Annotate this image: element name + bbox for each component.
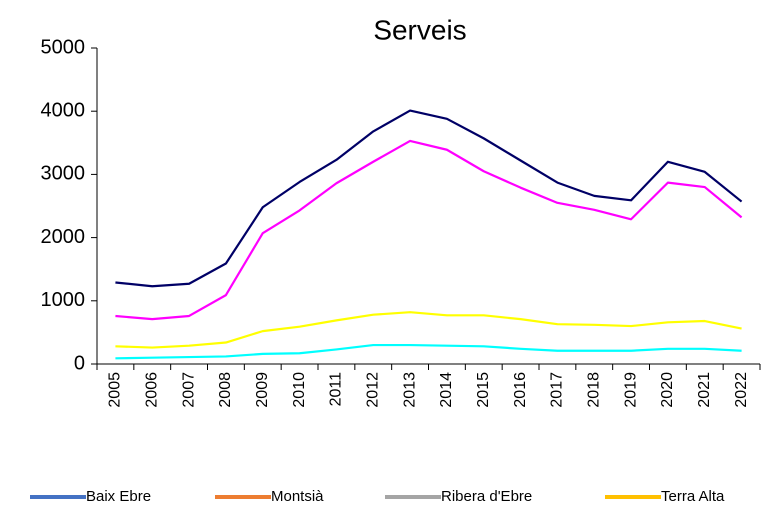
y-tick-label: 1000 [41,289,86,311]
legend-label: Baix Ebre [86,488,151,505]
x-tick-label: 2009 [254,372,271,408]
x-tick-label: 2017 [549,372,566,408]
legend-label: Ribera d'Ebre [441,488,532,505]
series-line [115,109,743,288]
x-tick-label: 2010 [291,372,308,408]
series-line [115,343,742,360]
x-tick-label: 2019 [622,372,639,408]
y-tick-label: 2000 [41,226,86,248]
x-tick-label: 2007 [180,372,197,408]
x-tick-label: 2011 [328,372,345,407]
legend-label: Montsià [271,488,324,505]
x-tick-label: 2012 [364,372,381,408]
x-tick-label: 2018 [585,372,602,408]
x-tick-label: 2015 [475,372,492,408]
x-tick-label: 2008 [217,372,234,408]
x-tick-label: 2013 [401,372,418,408]
x-tick-label: 2014 [438,372,455,408]
x-tick-label: 2016 [512,372,529,408]
x-tick-label: 2020 [659,372,676,408]
x-tick-label: 2021 [696,372,713,408]
chart-title: Serveis [373,14,466,45]
y-tick-label: 4000 [41,99,86,121]
x-tick-label: 2006 [143,372,160,408]
y-tick-label: 0 [74,352,85,374]
series-line [115,139,743,321]
x-tick-label: 2005 [107,372,124,408]
y-tick-label: 5000 [41,36,86,58]
legend-label: Terra Alta [661,488,725,505]
y-tick-label: 3000 [41,163,86,185]
series-line [115,311,742,349]
x-tick-label: 2022 [733,372,750,408]
